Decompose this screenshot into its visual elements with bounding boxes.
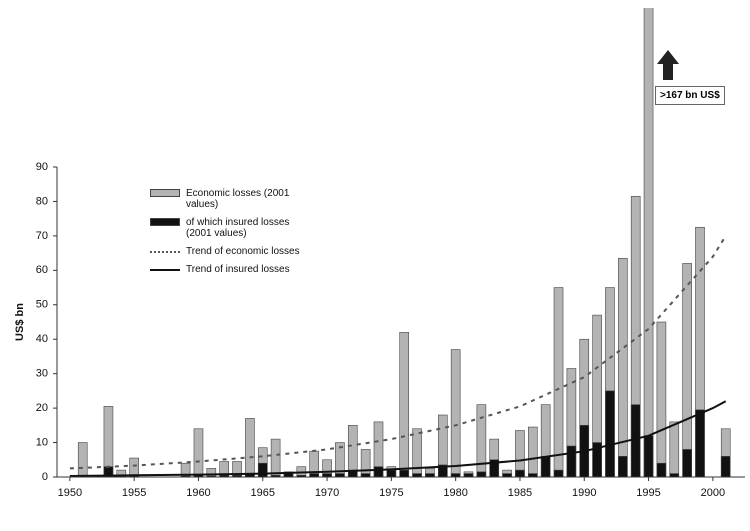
bar xyxy=(386,469,397,478)
bar xyxy=(373,466,384,478)
legend-label: Economic losses (2001 values) xyxy=(186,188,290,210)
bar xyxy=(270,438,281,478)
legend-key xyxy=(150,251,180,253)
y-tick-label: 0 xyxy=(42,471,48,483)
bar xyxy=(412,428,422,478)
bar xyxy=(669,421,680,478)
bar xyxy=(450,473,461,478)
bar xyxy=(695,409,705,478)
y-tick-label: 40 xyxy=(36,333,48,345)
y-tick-label: 10 xyxy=(36,436,48,448)
bar xyxy=(618,456,628,478)
bar xyxy=(476,404,487,478)
trend-line xyxy=(69,400,727,477)
bar xyxy=(502,473,512,478)
bar xyxy=(257,462,268,478)
bar xyxy=(553,287,564,478)
legend-key xyxy=(150,189,180,197)
bar xyxy=(540,456,551,478)
bar xyxy=(360,449,371,478)
bar xyxy=(682,263,692,478)
bar xyxy=(515,469,525,478)
y-tick-label: 20 xyxy=(36,402,48,414)
x-tick-label: 1950 xyxy=(58,487,82,499)
y-axis-label: US$ bn xyxy=(14,303,26,341)
y-tick-label: 70 xyxy=(36,230,48,242)
x-tick-label: 1955 xyxy=(122,487,146,499)
bar xyxy=(656,321,667,478)
bar xyxy=(720,456,731,478)
trend-line xyxy=(69,235,727,470)
bar xyxy=(77,442,88,478)
bar xyxy=(322,473,332,478)
x-tick-label: 1985 xyxy=(508,487,532,499)
bar xyxy=(643,435,654,478)
bar xyxy=(193,428,204,478)
bar xyxy=(245,418,255,478)
bar xyxy=(283,473,294,478)
x-tick-label: 1990 xyxy=(572,487,596,499)
y-tick-label: 80 xyxy=(36,195,48,207)
bar xyxy=(656,462,667,478)
x-tick-label: 1960 xyxy=(186,487,210,499)
bar xyxy=(335,473,345,478)
bar xyxy=(528,473,538,478)
bar xyxy=(425,473,435,478)
bar xyxy=(360,473,371,478)
legend: Economic losses (2001 values) of which in… xyxy=(150,188,316,282)
x-tick-label: 1995 xyxy=(636,487,660,499)
bar xyxy=(669,473,680,478)
legend-label: Trend of insured losses xyxy=(186,264,290,275)
legend-entry: of which insured losses (2001 values) xyxy=(150,217,316,239)
bar xyxy=(682,449,692,478)
x-tick-label: 2000 xyxy=(701,487,725,499)
bar xyxy=(347,425,358,478)
y-tick-label: 60 xyxy=(36,264,48,276)
legend-label: Trend of economic losses xyxy=(186,246,300,257)
bar xyxy=(129,457,139,478)
bar xyxy=(553,469,564,478)
legend-entry: Economic losses (2001 values) xyxy=(150,188,316,210)
x-tick-label: 1965 xyxy=(251,487,275,499)
legend-entry: Trend of economic losses xyxy=(150,246,316,257)
bar xyxy=(566,445,577,478)
x-tick-label: 1975 xyxy=(379,487,403,499)
legend-key xyxy=(150,218,180,226)
y-tick-label: 50 xyxy=(36,299,48,311)
bar xyxy=(605,390,615,478)
y-tick-label: 30 xyxy=(36,368,48,380)
x-tick-label: 1980 xyxy=(443,487,467,499)
bar xyxy=(412,473,422,478)
bar xyxy=(450,349,461,478)
bar xyxy=(643,8,654,478)
legend-entry: Trend of insured losses xyxy=(150,264,316,275)
bar xyxy=(399,469,410,478)
legend-label: of which insured losses (2001 values) xyxy=(186,217,290,239)
bar xyxy=(528,426,538,478)
annotation: >167 bn US$ xyxy=(655,86,725,105)
bar xyxy=(630,404,641,478)
bar xyxy=(309,473,319,478)
arrow xyxy=(657,50,679,80)
bar xyxy=(476,471,487,478)
bar xyxy=(399,332,410,478)
y-tick-label: 90 xyxy=(36,161,48,173)
bar xyxy=(618,257,628,478)
bar xyxy=(463,473,474,478)
x-tick-label: 1970 xyxy=(315,487,339,499)
legend-key xyxy=(150,269,180,271)
